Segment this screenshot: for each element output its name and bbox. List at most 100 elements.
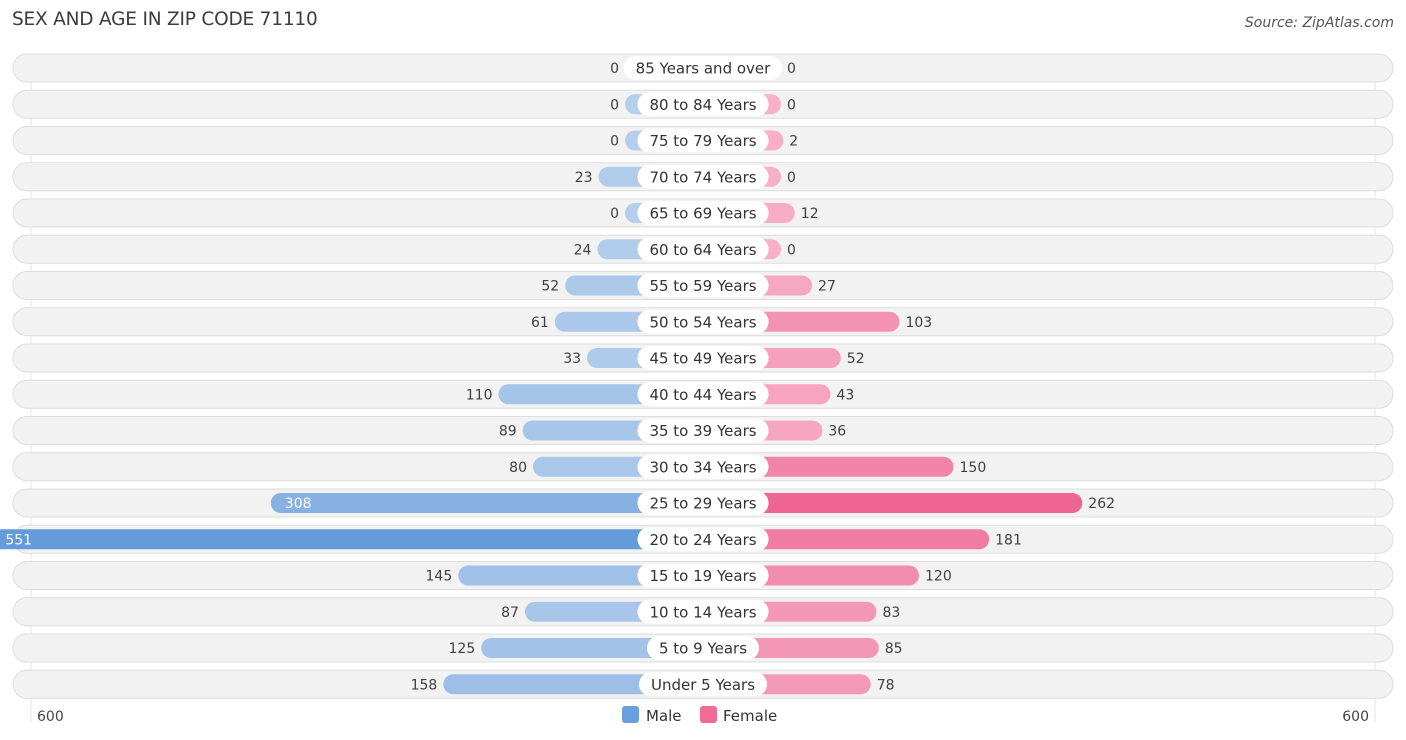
age-group-label: 65 to 69 Years xyxy=(649,205,756,223)
age-group-label: 50 to 54 Years xyxy=(649,313,756,331)
age-label-pill xyxy=(637,599,769,624)
age-row: 85 Years and over 0 0 xyxy=(12,53,1394,83)
age-row: 45 to 49 Years 33 52 xyxy=(12,343,1394,373)
age-row: 10 to 14 Years 87 83 xyxy=(12,597,1394,627)
male-value-label: 0 xyxy=(610,134,619,150)
legend: Male Female xyxy=(622,706,777,725)
legend-label-male: Male xyxy=(646,707,682,725)
age-row: 40 to 44 Years 110 43 xyxy=(12,379,1394,409)
age-row: 35 to 39 Years 89 36 xyxy=(12,416,1394,445)
age-label-pill xyxy=(637,454,769,479)
female-value-label: 52 xyxy=(847,351,865,367)
legend-swatch-male xyxy=(622,706,639,723)
female-value-label: 27 xyxy=(818,279,836,295)
age-group-label: 30 to 34 Years xyxy=(649,458,756,476)
female-value-label: 262 xyxy=(1088,496,1115,512)
male-value-label: 23 xyxy=(575,170,593,186)
male-bar[interactable] xyxy=(481,638,703,658)
male-value-label: 80 xyxy=(509,460,527,476)
age-label-pill xyxy=(637,273,769,298)
age-label-pill xyxy=(637,309,769,334)
female-value-label: 150 xyxy=(960,460,987,476)
male-value-label: 89 xyxy=(499,424,517,440)
age-label-pill xyxy=(637,237,769,262)
male-value-label: 158 xyxy=(411,677,438,693)
male-value-label: 110 xyxy=(466,387,493,403)
male-value-label: 0 xyxy=(610,206,619,222)
age-row: 70 to 74 Years 23 0 xyxy=(12,162,1394,192)
female-value-label: 12 xyxy=(801,206,819,222)
age-row: 30 to 34 Years 80 150 xyxy=(12,452,1394,482)
age-label-pill xyxy=(637,201,769,225)
female-value-label: 36 xyxy=(828,424,846,440)
legend-label-female: Female xyxy=(723,707,777,725)
age-group-label: 25 to 29 Years xyxy=(649,495,756,513)
chart-title: SEX AND AGE IN ZIP CODE 71110 xyxy=(12,9,318,30)
female-bar[interactable] xyxy=(703,493,1083,513)
age-group-label: 60 to 64 Years xyxy=(649,241,756,259)
age-row: 55 to 59 Years 52 27 xyxy=(12,271,1394,300)
male-value-label: 52 xyxy=(541,279,559,295)
age-row: 65 to 69 Years 0 12 xyxy=(12,198,1394,228)
female-value-label: 0 xyxy=(787,97,796,113)
male-bar[interactable] xyxy=(0,529,703,550)
female-value-label: 0 xyxy=(787,170,796,186)
male-value-label: 61 xyxy=(531,315,549,331)
age-group-label: 55 to 59 Years xyxy=(649,277,756,295)
male-value-label: 308 xyxy=(285,496,312,512)
age-group-label: Under 5 Years xyxy=(651,676,755,694)
age-group-label: 5 to 9 Years xyxy=(659,640,747,658)
female-value-label: 43 xyxy=(836,387,854,403)
male-value-label: 0 xyxy=(610,97,619,113)
age-row: Under 5 Years 158 78 xyxy=(12,669,1394,699)
age-group-label: 80 to 84 Years xyxy=(649,96,756,114)
age-group-label: 85 Years and over xyxy=(636,60,771,78)
age-label-pill xyxy=(623,56,783,80)
age-label-pill xyxy=(637,491,769,515)
female-value-label: 0 xyxy=(787,242,796,258)
age-label-pill xyxy=(637,418,769,443)
axis-label-right: 600 xyxy=(1342,709,1369,725)
age-label-pill xyxy=(646,636,760,660)
age-group-label: 20 to 24 Years xyxy=(649,531,756,549)
male-value-label: 0 xyxy=(610,61,619,77)
age-row: 15 to 19 Years 145 120 xyxy=(12,561,1394,590)
source-credit: Source: ZipAtlas.com xyxy=(1244,15,1394,31)
age-row: 20 to 24 Years 551 181 xyxy=(0,524,1394,554)
age-group-label: 45 to 49 Years xyxy=(649,350,756,368)
age-group-label: 10 to 14 Years xyxy=(649,603,756,621)
female-value-label: 78 xyxy=(877,677,895,693)
age-group-label: 70 to 74 Years xyxy=(649,168,756,186)
female-value-label: 85 xyxy=(885,641,903,657)
male-value-label: 87 xyxy=(501,605,519,621)
male-value-label: 33 xyxy=(563,351,581,367)
age-row: 50 to 54 Years 61 103 xyxy=(12,307,1394,337)
axis-label-left: 600 xyxy=(37,709,64,725)
legend-swatch-female xyxy=(700,706,717,723)
age-label-pill xyxy=(638,672,768,697)
age-label-pill xyxy=(637,164,769,189)
male-value-label: 551 xyxy=(5,532,32,548)
female-value-label: 181 xyxy=(995,532,1022,548)
male-bar[interactable] xyxy=(270,493,703,513)
age-label-pill xyxy=(637,346,769,370)
age-row: 5 to 9 Years 125 85 xyxy=(12,633,1394,663)
female-value-label: 83 xyxy=(882,605,900,621)
female-bar[interactable] xyxy=(703,529,990,550)
age-label-pill xyxy=(637,92,769,117)
female-value-label: 0 xyxy=(787,61,796,77)
age-label-pill xyxy=(637,527,769,552)
female-value-label: 2 xyxy=(789,134,798,150)
female-value-label: 120 xyxy=(925,569,952,585)
age-group-label: 75 to 79 Years xyxy=(649,132,756,150)
age-label-pill xyxy=(637,128,769,153)
age-label-pill xyxy=(637,382,769,407)
male-bar[interactable] xyxy=(443,674,703,695)
age-row: 80 to 84 Years 0 0 xyxy=(12,89,1394,119)
male-value-label: 125 xyxy=(449,641,476,657)
male-value-label: 145 xyxy=(426,569,453,585)
male-value-label: 24 xyxy=(574,242,592,258)
age-row: 60 to 64 Years 24 0 xyxy=(12,234,1394,264)
age-group-label: 40 to 44 Years xyxy=(649,386,756,404)
